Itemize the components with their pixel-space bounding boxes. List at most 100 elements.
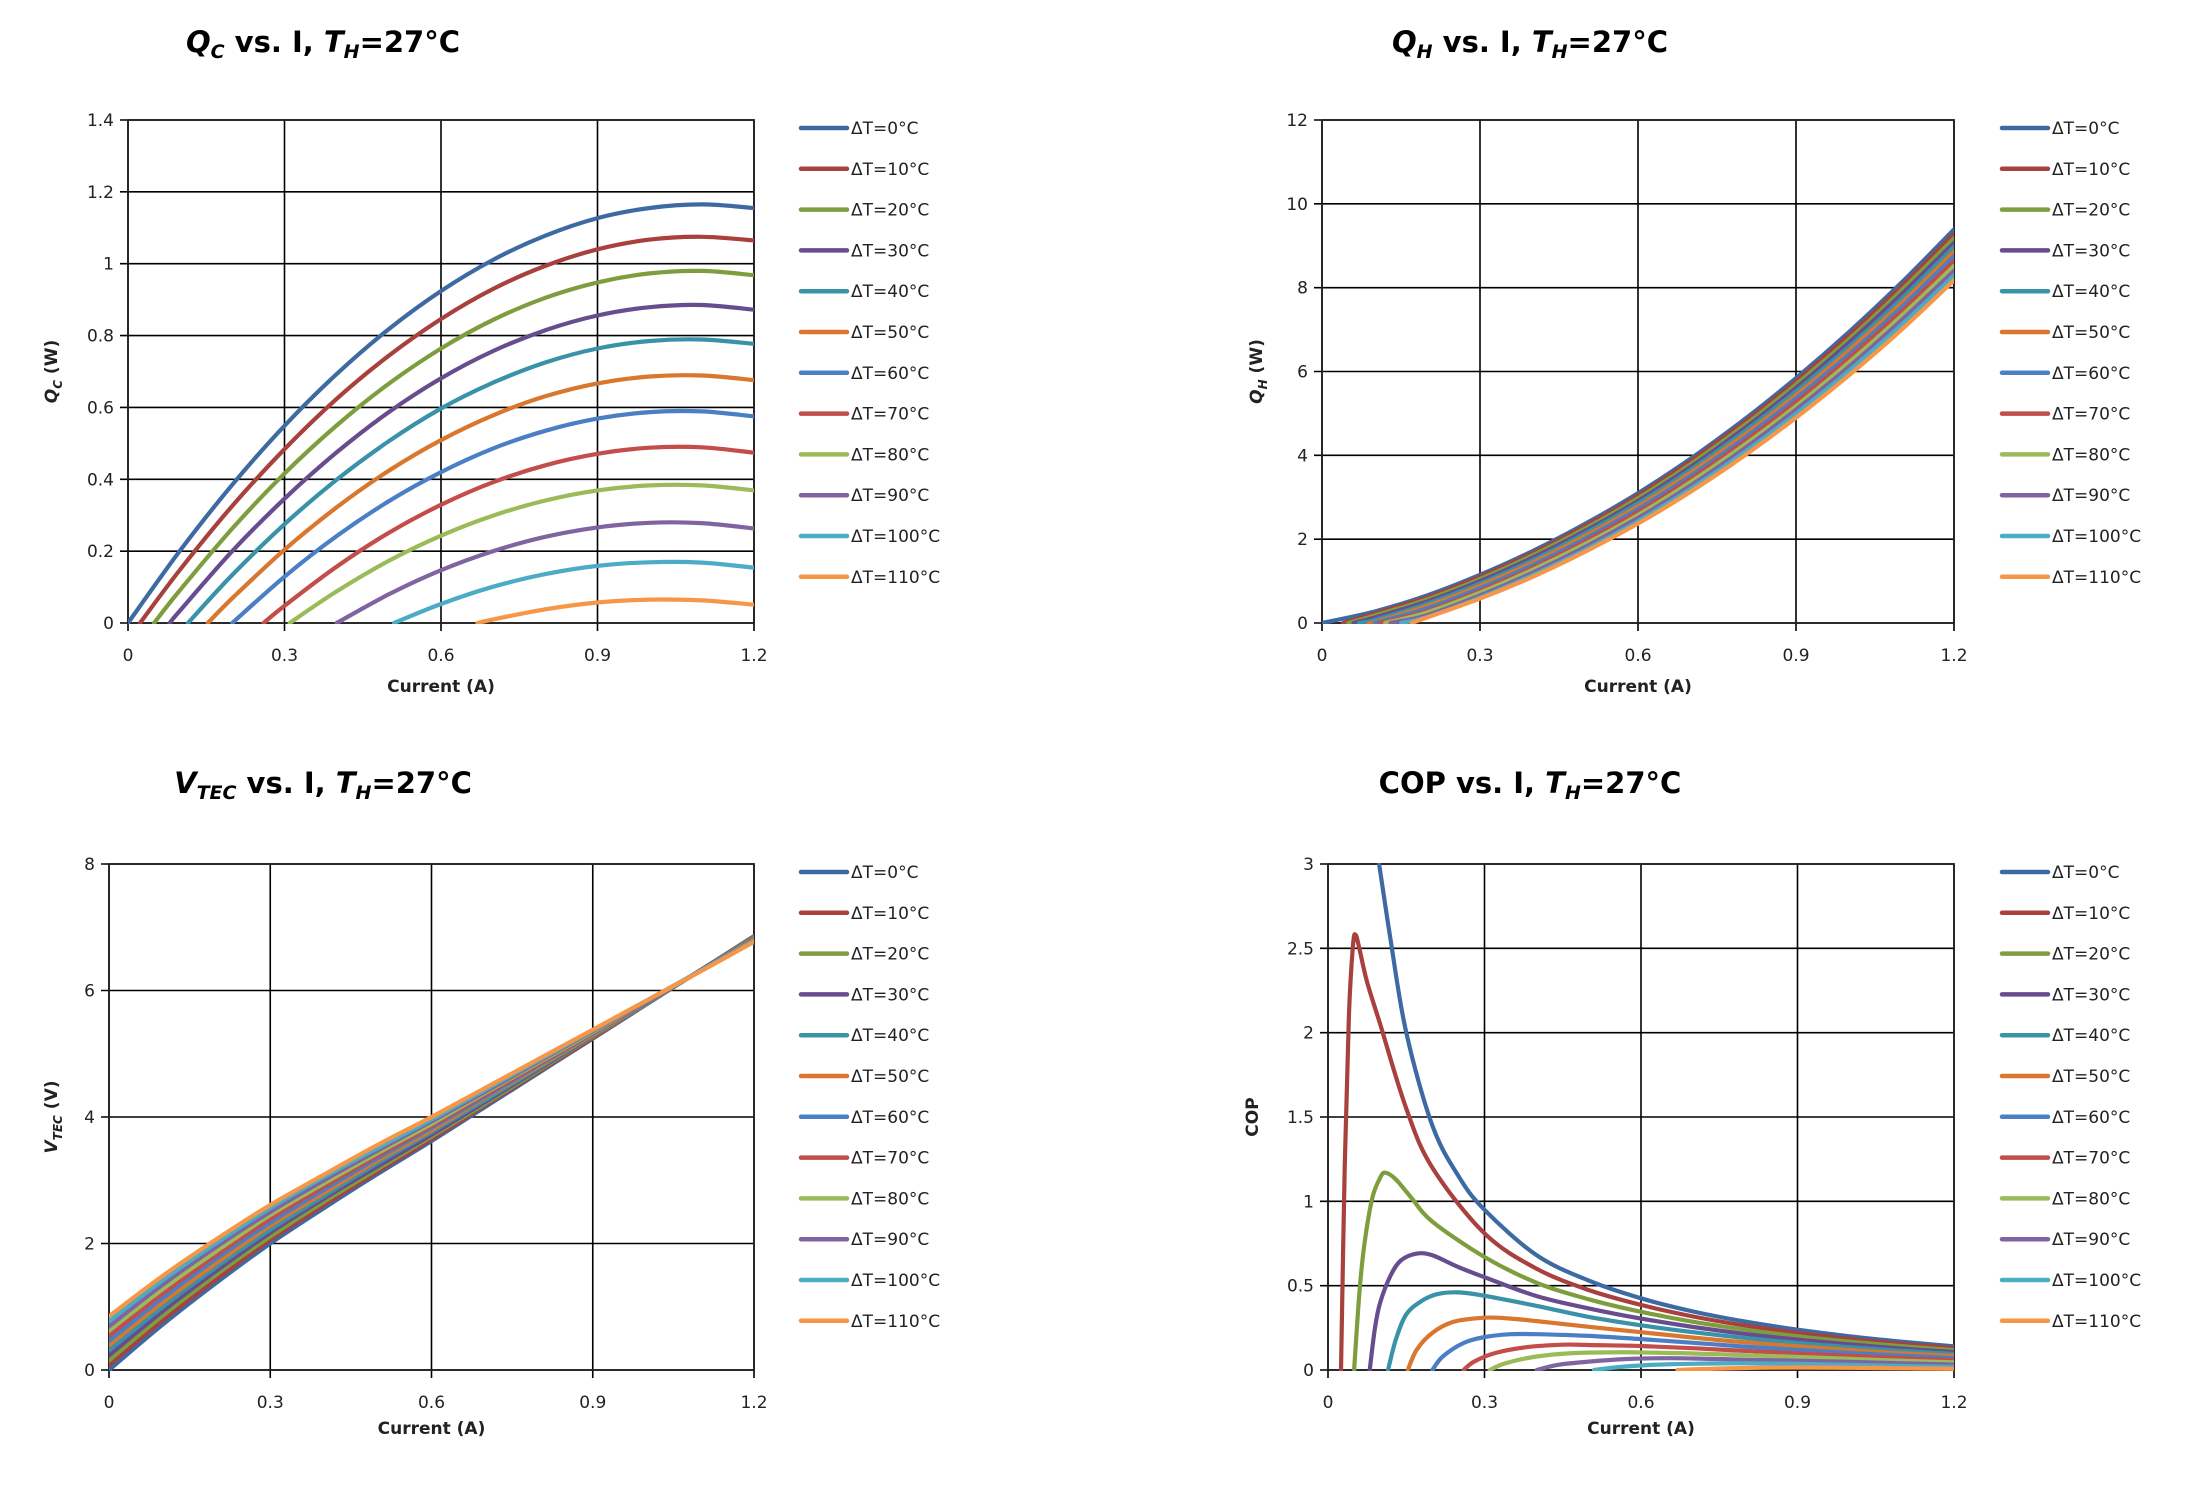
x-tick-label: 0.3 xyxy=(1466,646,1493,666)
y-axis-label: COP xyxy=(1243,1097,1263,1136)
series-group xyxy=(1322,227,1954,624)
series-line-dt-0 xyxy=(1377,863,1954,1349)
legend-label: ΔT=110°C xyxy=(851,1312,940,1332)
legend-label: ΔT=30°C xyxy=(2052,241,2130,261)
y-tick-label: 0.2 xyxy=(87,542,114,562)
series-line-dt-110 xyxy=(1409,278,1954,624)
x-tick-label: 0.6 xyxy=(418,1393,445,1413)
legend-label: ΔT=50°C xyxy=(2052,323,2130,343)
y-tick-label: 2 xyxy=(1303,1024,1314,1044)
legend-label: ΔT=90°C xyxy=(2052,486,2130,506)
chart-title: QH vs. I, TH=27°C xyxy=(1392,25,1668,63)
chart-qh: QH vs. I, TH=27°C 0 2 4 6 8 10 12 0 0.3 0.6 0.9 1.2 C… xyxy=(1247,25,2141,697)
chart-vtec: VTEC vs. I, TH=27°C 0 2 4 6 8 0 0.3 0.6 0.9 1.2 Cur… xyxy=(42,766,940,1439)
series-line-dt-20 xyxy=(152,268,754,624)
legend-label: ΔT=20°C xyxy=(851,201,929,221)
legend-label: ΔT=80°C xyxy=(2052,1189,2130,1209)
plot-area xyxy=(127,119,755,624)
legend-label: ΔT=60°C xyxy=(2052,1108,2130,1128)
y-tick-label: 0 xyxy=(84,1361,95,1381)
y-tick-label: 8 xyxy=(1297,279,1308,299)
legend-label: ΔT=90°C xyxy=(2052,1230,2130,1250)
legend-label: ΔT=90°C xyxy=(851,1230,929,1250)
series-line-dt-40 xyxy=(185,337,754,624)
legend-label: ΔT=10°C xyxy=(851,904,929,924)
x-tick-label: 0 xyxy=(1317,646,1328,666)
x-tick-label: 0.6 xyxy=(1627,1393,1654,1413)
series-line-dt-110 xyxy=(475,597,754,624)
legend-label: ΔT=80°C xyxy=(851,1189,929,1209)
x-tick-label: 1.2 xyxy=(740,1393,767,1413)
legend-label: ΔT=80°C xyxy=(2052,445,2130,465)
legend-label: ΔT=40°C xyxy=(851,1026,929,1046)
legend-label: ΔT=80°C xyxy=(851,445,929,465)
legend-label: ΔT=50°C xyxy=(2052,1067,2130,1087)
legend-label: ΔT=0°C xyxy=(851,863,918,883)
y-tick-label: 4 xyxy=(84,1108,95,1128)
y-tick-label: 0 xyxy=(103,614,114,634)
series-group xyxy=(109,934,754,1371)
y-tick-label: 2 xyxy=(1297,530,1308,550)
y-tick-label: 10 xyxy=(1286,195,1308,215)
legend-label: ΔT=30°C xyxy=(851,241,929,261)
y-tick-label: 1.4 xyxy=(87,111,114,131)
y-tick-label: 1.2 xyxy=(87,183,114,203)
series-line-dt-40 xyxy=(1385,1290,1954,1371)
x-tick-label: 0.9 xyxy=(579,1393,606,1413)
legend-label: ΔT=110°C xyxy=(2052,568,2141,588)
legend-label: ΔT=100°C xyxy=(2052,527,2141,547)
series-line-dt-60 xyxy=(1430,1331,1954,1371)
legend-label: ΔT=100°C xyxy=(2052,1271,2141,1291)
series-line-dt-50 xyxy=(1405,1315,1954,1371)
series-line-dt-100 xyxy=(1591,1361,1954,1371)
y-tick-label: 1 xyxy=(103,255,114,275)
legend-label: ΔT=0°C xyxy=(851,119,918,139)
series-line-dt-20 xyxy=(1346,236,1954,624)
x-tick-label: 0 xyxy=(104,1393,115,1413)
chart-title: COP vs. I, TH=27°C xyxy=(1379,766,1682,804)
y-axis-label: QH (W) xyxy=(1247,339,1270,404)
y-tick-label: 1.5 xyxy=(1287,1108,1314,1128)
chart-title: QC vs. I, TH=27°C xyxy=(186,25,460,63)
x-tick-label: 0.9 xyxy=(584,646,611,666)
y-tick-label: 0.4 xyxy=(87,470,114,490)
x-tick-label: 1.2 xyxy=(740,646,767,666)
series-line-dt-30 xyxy=(1351,240,1954,624)
series-line-dt-0 xyxy=(128,202,754,624)
series-line-dt-10 xyxy=(1338,932,1954,1371)
series-line-dt-40 xyxy=(1356,244,1954,624)
series-line-dt-70 xyxy=(1461,1342,1954,1371)
y-tick-label: 1 xyxy=(1303,1192,1314,1212)
x-tick-label: 0.9 xyxy=(1782,646,1809,666)
legend-label: ΔT=110°C xyxy=(851,568,940,588)
y-tick-label: 0.6 xyxy=(87,398,114,418)
series-line-dt-70 xyxy=(261,444,754,624)
series-line-dt-30 xyxy=(1367,1251,1954,1371)
chart-qc: QC vs. I, TH=27°C 0 0.2 0.4 0.6 0.8 1 1.2 1.4 0 0.… xyxy=(42,25,940,697)
series-line-dt-90 xyxy=(1534,1356,1954,1371)
legend-label: ΔT=20°C xyxy=(2052,201,2130,221)
x-tick-label: 0.3 xyxy=(1471,1393,1498,1413)
series-line-dt-10 xyxy=(137,234,754,624)
legend-label: ΔT=40°C xyxy=(2052,1026,2130,1046)
y-tick-label: 6 xyxy=(1297,363,1308,383)
series-line-dt-60 xyxy=(1372,254,1954,624)
series-group xyxy=(1338,863,1954,1371)
legend-label: ΔT=20°C xyxy=(851,945,929,965)
series-line-dt-90 xyxy=(334,520,754,624)
y-tick-label: 4 xyxy=(1297,446,1308,466)
legend-label: ΔT=20°C xyxy=(2052,945,2130,965)
x-tick-label: 0.6 xyxy=(1624,646,1651,666)
x-tick-label: 0.9 xyxy=(1784,1393,1811,1413)
series-line-dt-110 xyxy=(1675,1365,1954,1371)
series-line-dt-20 xyxy=(1352,1170,1954,1371)
plot-area xyxy=(1327,863,1955,1371)
legend-label: ΔT=70°C xyxy=(2052,1149,2130,1169)
legend-label: ΔT=90°C xyxy=(851,486,929,506)
x-tick-label: 0.6 xyxy=(427,646,454,666)
legend-label: ΔT=0°C xyxy=(2052,863,2119,883)
y-tick-label: 6 xyxy=(84,982,95,1002)
legend-label: ΔT=30°C xyxy=(2052,985,2130,1005)
legend-label: ΔT=0°C xyxy=(2052,119,2119,139)
